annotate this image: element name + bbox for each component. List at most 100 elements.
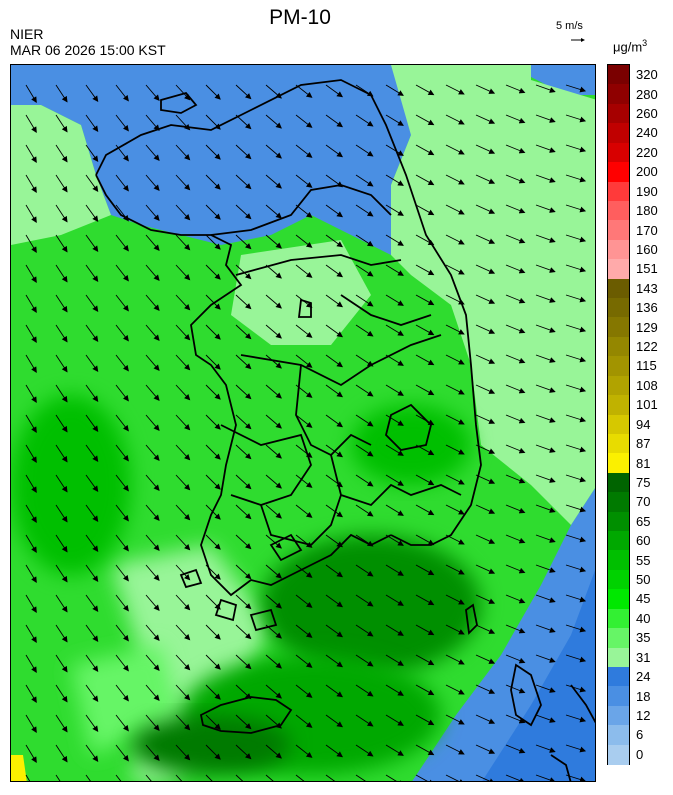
wind-vector [415, 744, 435, 756]
wind-vector [85, 204, 99, 223]
wind-vector [295, 114, 313, 128]
wind-vector [85, 504, 99, 523]
wind-vector [25, 234, 37, 253]
legend-swatch [608, 647, 629, 668]
wind-vector [415, 294, 435, 306]
wind-vector [175, 294, 191, 311]
wind-vector [115, 564, 129, 582]
wind-vector [145, 294, 160, 311]
wind-vector [295, 354, 313, 368]
wind-vector [295, 774, 305, 781]
wind-vector [475, 624, 496, 634]
wind-vector [55, 84, 68, 103]
low-concentration-areas [11, 65, 595, 781]
legend-swatch [608, 278, 629, 299]
wind-vector [355, 144, 374, 157]
wind-vector [235, 354, 252, 370]
wind-vector [145, 654, 160, 671]
wind-vector [235, 324, 252, 340]
wind-vector [325, 384, 344, 398]
wind-scale-label: 5 m/s [556, 20, 583, 32]
wind-vector [445, 474, 465, 485]
wind-vector [385, 204, 404, 216]
wind-vector [415, 204, 435, 216]
wind-vector [235, 204, 252, 220]
wind-vector [565, 654, 587, 663]
wind-vector [565, 114, 587, 123]
wind-vector [445, 174, 465, 185]
wind-vector [355, 714, 374, 727]
wind-vector [385, 594, 404, 606]
wind-vector [445, 114, 465, 125]
wind-vector [25, 474, 37, 493]
wind-vector [565, 294, 587, 303]
legend-swatch [608, 550, 629, 571]
wind-vector [535, 654, 556, 663]
wind-vector [55, 744, 68, 763]
wind-vector [85, 714, 99, 733]
wind-vector [205, 534, 221, 550]
legend-label: 75 [636, 474, 651, 490]
wind-vector [475, 234, 496, 244]
wind-vector [55, 144, 68, 163]
wind-vector [295, 384, 313, 398]
forecast-timestamp: MAR 06 2026 15:00 KST [10, 42, 166, 58]
wind-vector [355, 774, 374, 781]
wind-vector [505, 114, 526, 124]
wind-vector [265, 684, 282, 699]
wind-vector [145, 204, 160, 221]
wind-vector [175, 444, 191, 461]
legend-label: 280 [636, 86, 658, 102]
wind-vector [295, 84, 313, 98]
wind-vector [535, 714, 556, 723]
legend-swatch [608, 414, 629, 435]
wind-vector [85, 744, 99, 763]
wind-vectors [25, 84, 587, 781]
wind-vector [385, 234, 404, 246]
legend-swatch [608, 531, 629, 552]
wind-vector [415, 534, 435, 546]
wind-vector [385, 114, 404, 126]
wind-vector [325, 714, 344, 728]
wind-vector [475, 264, 496, 274]
wind-vector [565, 684, 587, 693]
wind-vector [505, 174, 526, 184]
wind-vector [145, 714, 160, 731]
wind-vector [235, 654, 252, 670]
wind-vector [55, 624, 68, 643]
wind-vector [325, 564, 344, 578]
wind-vector [205, 624, 221, 640]
wind-vector [415, 264, 435, 276]
wind-vector [55, 324, 68, 343]
wind-vector [145, 744, 160, 761]
wind-vector [115, 474, 129, 492]
wind-vector [415, 114, 435, 126]
wind-vector [85, 654, 99, 673]
legend-swatch [608, 84, 629, 105]
wind-vector [445, 84, 465, 95]
wind-vector [535, 294, 556, 303]
wind-vector [505, 744, 526, 754]
wind-vector [325, 474, 344, 488]
wind-vector [565, 144, 587, 153]
wind-vector [535, 114, 556, 123]
wind-vector [325, 294, 344, 308]
wind-vector [175, 654, 191, 671]
wind-vector [475, 444, 496, 454]
legend-label: 94 [636, 416, 651, 432]
wind-vector [265, 594, 282, 609]
wind-vector [415, 774, 435, 781]
wind-vector [535, 444, 556, 453]
wind-vector [505, 84, 526, 94]
wind-vector [325, 444, 344, 458]
wind-vector [295, 174, 313, 188]
wind-vector [295, 594, 313, 608]
wind-vector [535, 354, 556, 363]
wind-vector [265, 714, 282, 729]
wind-vector [325, 684, 344, 698]
wind-vector [265, 264, 282, 279]
wind-vector [475, 324, 496, 334]
legend-label: 136 [636, 300, 658, 316]
wind-vector [565, 324, 587, 333]
wind-vector [565, 264, 587, 273]
